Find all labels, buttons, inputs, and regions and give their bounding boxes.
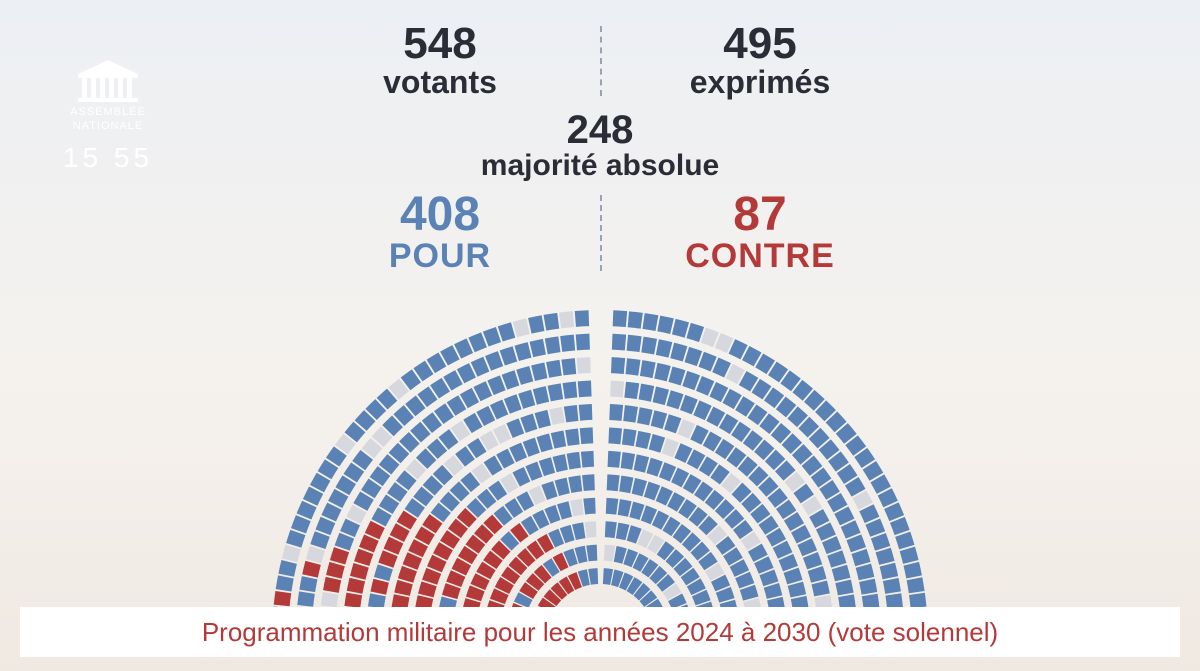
pour-value: 408	[300, 191, 580, 239]
stat-contre: 87 CONTRE	[600, 191, 920, 275]
pour-label: POUR	[300, 239, 580, 275]
divider-top	[600, 26, 602, 96]
logo-label-2: NATIONALE	[48, 120, 168, 132]
stat-majorite: 248 majorité absolue	[280, 110, 920, 182]
majorite-value: 248	[300, 110, 900, 150]
stat-votants: 548 votants	[280, 22, 600, 100]
assemblee-icon	[76, 60, 140, 104]
divider-vote	[600, 195, 602, 271]
logo-label-1: ASSEMBLÉE	[48, 106, 168, 118]
votants-value: 548	[300, 22, 580, 66]
title-band: Programmation militaire pour les années …	[20, 607, 1180, 657]
stat-exprimes: 495 exprimés	[600, 22, 920, 100]
votants-label: votants	[300, 66, 580, 100]
broadcast-time: 15 55	[48, 142, 168, 174]
majorite-label: majorité absolue	[300, 150, 900, 182]
exprimes-label: exprimés	[620, 66, 900, 100]
vote-stats: 548 votants 495 exprimés 248 majorité ab…	[280, 22, 920, 275]
broadcaster-logo: ASSEMBLÉE NATIONALE 15 55	[48, 60, 168, 174]
contre-value: 87	[620, 191, 900, 239]
hemicycle-chart	[260, 308, 940, 628]
stat-pour: 408 POUR	[280, 191, 600, 275]
exprimes-value: 495	[620, 22, 900, 66]
contre-label: CONTRE	[620, 239, 900, 275]
vote-title: Programmation militaire pour les années …	[202, 617, 998, 648]
